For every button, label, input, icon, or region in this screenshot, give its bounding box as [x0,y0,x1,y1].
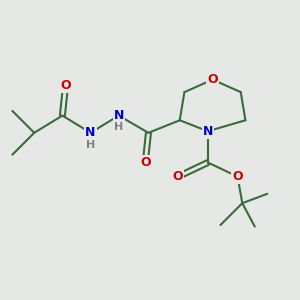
Text: O: O [60,80,71,92]
Text: H: H [86,140,95,150]
Text: N: N [85,126,96,139]
Text: N: N [203,125,213,138]
Text: O: O [232,170,243,183]
Text: O: O [173,170,184,183]
Text: O: O [207,73,218,86]
Text: N: N [113,109,124,122]
Text: H: H [114,122,123,133]
Text: O: O [140,156,151,169]
